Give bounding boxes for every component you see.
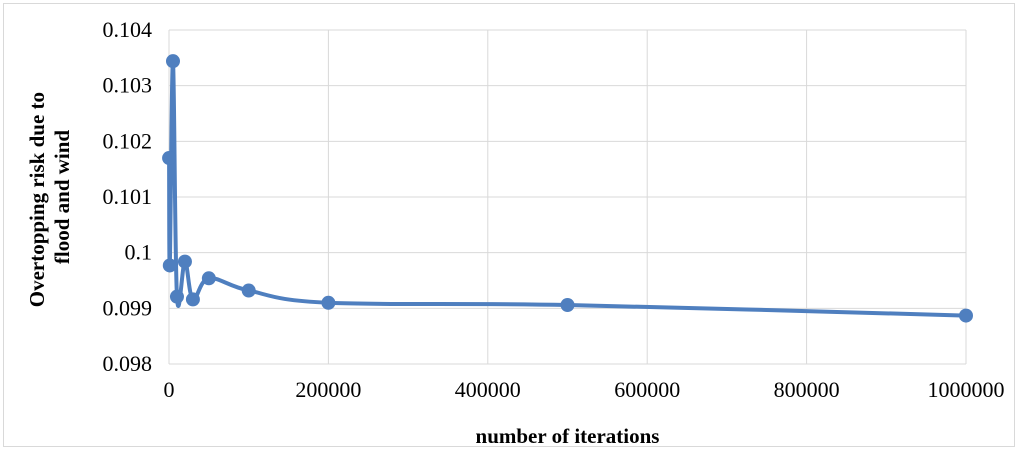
y-tick-label: 0.1: [125, 240, 153, 265]
y-axis-title-line-2: flood and wind: [50, 130, 74, 265]
x-axis-title: number of iterations: [476, 424, 660, 448]
y-axis-title-line-1: Overtopping risk due to: [25, 92, 49, 307]
y-axis-ticks: 0.098 0.099 0.1 0.101 0.102 0.103 0.104: [103, 17, 153, 376]
data-point: [162, 151, 177, 166]
data-point: [959, 308, 973, 323]
x-tick-label: 800000: [774, 377, 840, 402]
y-tick-label: 0.098: [103, 351, 153, 376]
data-point: [201, 271, 216, 286]
x-tick-label: 200000: [295, 377, 361, 402]
series-line: [167, 59, 968, 318]
gridlines: [168, 29, 967, 365]
x-tick-label: 600000: [614, 377, 680, 402]
x-tick-label: 1000000: [928, 377, 1005, 402]
y-tick-label: 0.101: [103, 184, 153, 209]
data-point: [165, 54, 180, 69]
data-point: [169, 289, 184, 304]
data-point: [321, 295, 336, 310]
data-point: [560, 297, 575, 312]
x-tick-label: 0: [164, 377, 175, 402]
x-axis-ticks: 0 200000 400000 600000 800000 1000000: [164, 377, 1005, 402]
data-point: [177, 254, 192, 269]
y-axis-title: Overtopping risk due to flood and wind: [25, 87, 74, 308]
y-tick-label: 0.104: [103, 17, 153, 42]
data-point: [241, 283, 256, 298]
y-tick-label: 0.099: [103, 295, 153, 320]
y-tick-label: 0.103: [103, 73, 153, 98]
y-tick-label: 0.102: [103, 128, 153, 153]
data-point: [162, 258, 177, 273]
series-layer: [162, 54, 973, 323]
data-point: [185, 292, 200, 307]
x-tick-label: 400000: [455, 377, 521, 402]
